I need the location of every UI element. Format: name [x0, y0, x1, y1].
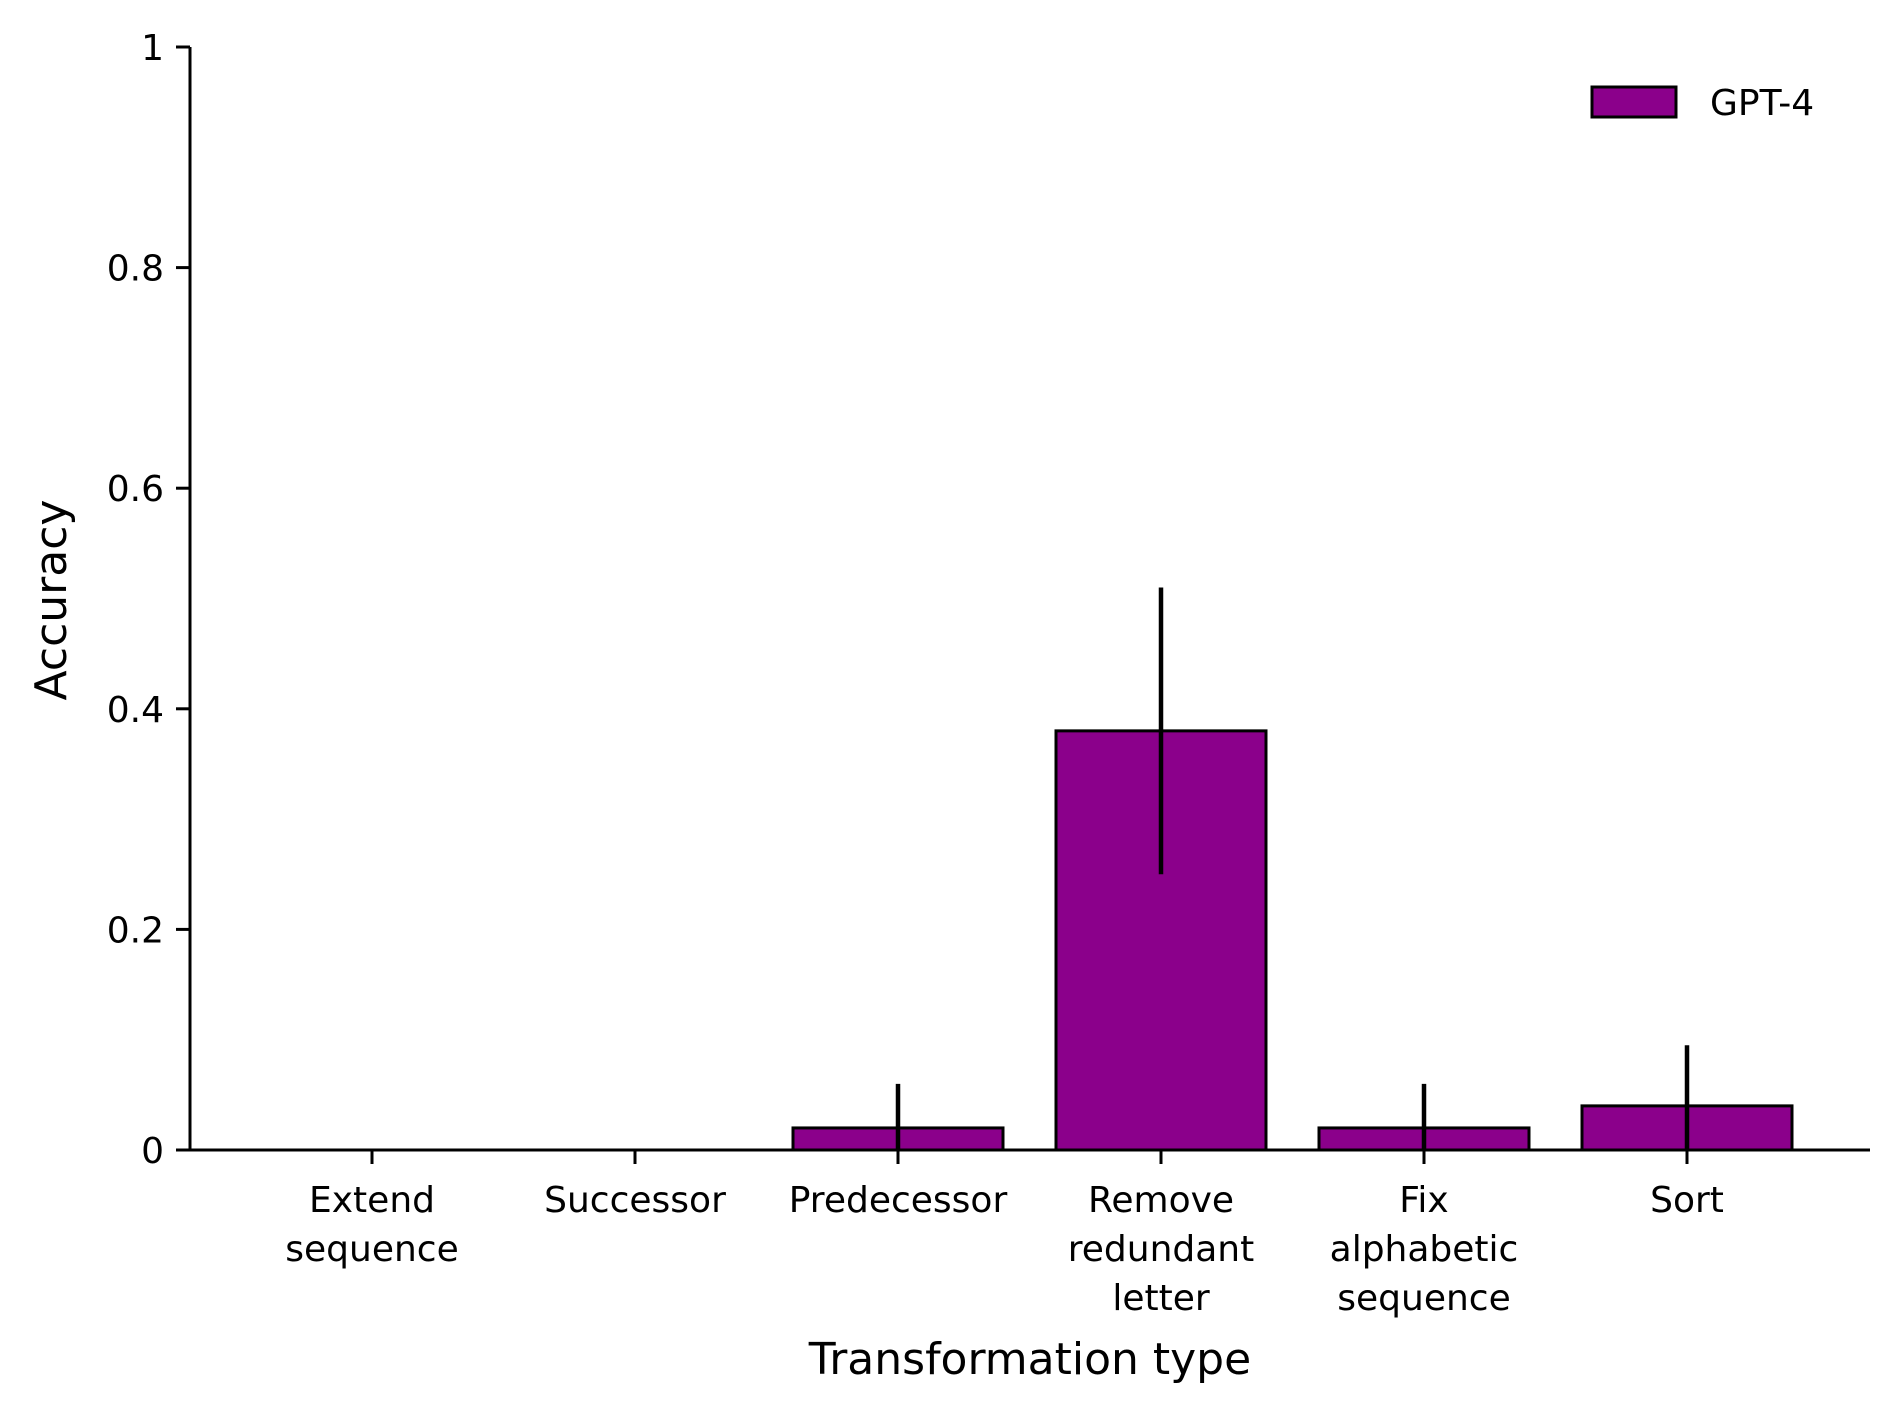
y-tick-label-3: 0.6 [107, 469, 164, 510]
y-ticks: 0 0.2 0.4 0.6 0.8 1 [107, 28, 190, 1172]
y-tick-label-5: 1 [141, 28, 164, 69]
x-axis-title: Transformation type [808, 1334, 1251, 1385]
x-tick-label-4: Fix alphabetic sequence [1330, 1180, 1519, 1319]
y-tick-label-4: 0.8 [107, 249, 164, 290]
y-tick-label-2: 0.4 [107, 690, 164, 731]
x-ticks: Extend sequence Successor Predecessor Remove… [285, 1150, 1724, 1319]
error-bars-layer [895, 587, 1690, 1150]
x-tick-label-3: Remove redundant letter [1068, 1180, 1255, 1319]
y-axis-title: Accuracy [26, 500, 77, 701]
x-tick-label-2: Predecessor [789, 1180, 1008, 1221]
x-tick-label-5: Sort [1650, 1180, 1724, 1221]
y-tick-label-1: 0.2 [107, 910, 164, 951]
legend: GPT-4 [1590, 83, 1814, 124]
legend-swatch [1590, 85, 1678, 119]
x-tick-label-1: Successor [544, 1180, 726, 1221]
x-tick-label-0: Extend sequence [285, 1180, 458, 1270]
y-tick-label-0: 0 [141, 1131, 164, 1172]
bars-layer [265, 729, 1794, 1152]
legend-label: GPT-4 [1710, 83, 1814, 124]
axes [188, 47, 1870, 1152]
